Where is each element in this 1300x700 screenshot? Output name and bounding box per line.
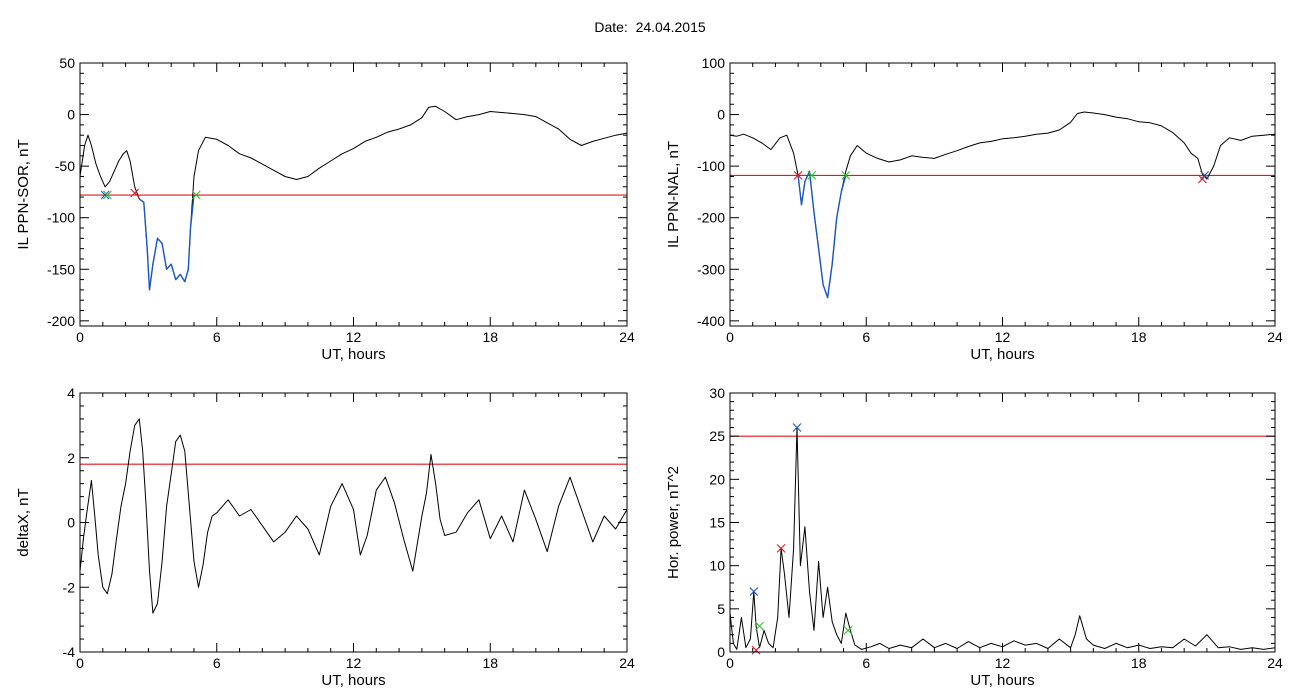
p3-x-tick-label-4: 18	[482, 655, 498, 671]
p2-y-tick-label-4: -100	[697, 158, 725, 174]
p2-marker-3	[841, 171, 851, 180]
p3-x-tick-label-5: 24	[619, 655, 635, 671]
plot-panel-4: 0 6 12 18 24 0 5 10 15 20 25 30 UT, hours Hor. power,…	[665, 385, 1283, 689]
p2-marker-1	[793, 171, 803, 180]
p4-x-tick-label-1: 0	[726, 655, 734, 671]
p1-series-line-1	[80, 105, 627, 291]
p4-y-tick-label-6: 25	[709, 428, 725, 444]
p3-y-axis-label: deltaX, nT	[15, 488, 32, 556]
p1-marker-4	[191, 190, 201, 200]
p3-series-line-1	[80, 418, 627, 614]
plot-panel-2: 0 6 12 18 24 -400 -300 -200 -100 0 100 UT, hours IL …	[665, 55, 1283, 363]
p2-series-line-1	[730, 111, 1275, 299]
p3-y-tick-label-1: -4	[63, 644, 76, 660]
p4-marker-4	[776, 544, 786, 553]
p4-marker-2	[751, 645, 761, 655]
p3-y-tick-label-2: -2	[63, 579, 76, 595]
p1-x-tick-label-4: 18	[482, 329, 498, 345]
p1-y-tick-label-4: -50	[55, 158, 75, 174]
p4-y-tick-label-5: 20	[709, 471, 725, 487]
p2-marker-2	[807, 171, 817, 180]
p2-y-axis-label: IL PPN-NAL, nT	[665, 141, 682, 248]
p1-y-tick-label-3: -100	[47, 210, 75, 226]
p1-y-tick-label-6: 50	[59, 55, 75, 71]
p2-x-tick-label-5: 24	[1267, 329, 1283, 345]
p3-x-tick-label-2: 6	[213, 655, 221, 671]
p1-x-tick-label-3: 12	[346, 329, 362, 345]
p1-x-tick-label-1: 0	[76, 329, 84, 345]
p4-series-line-1	[730, 427, 1275, 650]
p2-x-tick-label-1: 0	[726, 329, 734, 345]
p2-series-line-2	[797, 170, 847, 299]
p4-y-tick-label-7: 30	[709, 385, 725, 401]
p1-series-line-2	[138, 194, 195, 291]
p4-x-axis-label: UT, hours	[970, 672, 1034, 689]
p1-y-tick-label-2: -150	[47, 261, 75, 277]
p1-marker-1	[100, 190, 110, 200]
p3-x-tick-label-1: 0	[76, 655, 84, 671]
p3-plot-frame	[79, 392, 628, 653]
p2-y-tick-label-3: -200	[697, 210, 725, 226]
p3-x-tick-label-3: 12	[346, 655, 362, 671]
p2-x-tick-label-3: 12	[995, 329, 1011, 345]
p1-x-tick-label-2: 6	[213, 329, 221, 345]
p4-marker-1	[749, 587, 759, 596]
p1-marker-2	[102, 190, 112, 200]
p4-y-tick-label-3: 10	[709, 558, 725, 574]
p2-y-tick-label-5: 0	[717, 107, 725, 123]
p2-y-tick-label-2: -300	[697, 261, 725, 277]
p1-x-axis-label: UT, hours	[321, 346, 385, 363]
p2-x-axis-label: UT, hours	[970, 346, 1034, 363]
p2-x-tick-label-4: 18	[1131, 329, 1147, 345]
p3-y-tick-label-5: 4	[67, 385, 75, 401]
p4-marker-5	[792, 423, 802, 432]
p2-y-tick-label-1: -400	[697, 313, 725, 329]
p2-x-tick-label-2: 6	[862, 329, 870, 345]
p4-x-tick-label-5: 24	[1267, 655, 1283, 671]
p1-y-axis-label: IL PPN-SOR, nT	[15, 139, 32, 249]
p2-y-tick-label-6: 100	[702, 55, 726, 71]
p4-x-tick-label-3: 12	[995, 655, 1011, 671]
p4-y-tick-label-4: 15	[709, 515, 725, 531]
p1-marker-3	[130, 188, 140, 198]
p4-x-tick-label-2: 6	[862, 655, 870, 671]
p4-marker-3	[755, 621, 764, 631]
p1-x-tick-label-5: 24	[619, 329, 635, 345]
p3-y-tick-label-3: 0	[67, 515, 75, 531]
p4-marker-6	[843, 626, 853, 635]
p3-y-tick-label-4: 2	[67, 450, 75, 466]
plot-panel-1: 0 6 12 18 24 -200 -150 -100 -50 0 50 UT, hours IL PP…	[15, 55, 635, 363]
p4-y-axis-label: Hor. power, nT^2	[665, 466, 682, 579]
p4-y-tick-label-1: 0	[717, 644, 725, 660]
p1-y-tick-label-1: -200	[47, 313, 75, 329]
p2-marker-5	[1200, 171, 1209, 180]
p1-y-tick-label-5: 0	[67, 107, 75, 123]
p4-x-tick-label-4: 18	[1131, 655, 1147, 671]
p3-x-axis-label: UT, hours	[321, 672, 385, 689]
figure-title: Date: 24.04.2015	[594, 19, 706, 35]
p4-y-tick-label-2: 5	[717, 601, 725, 617]
